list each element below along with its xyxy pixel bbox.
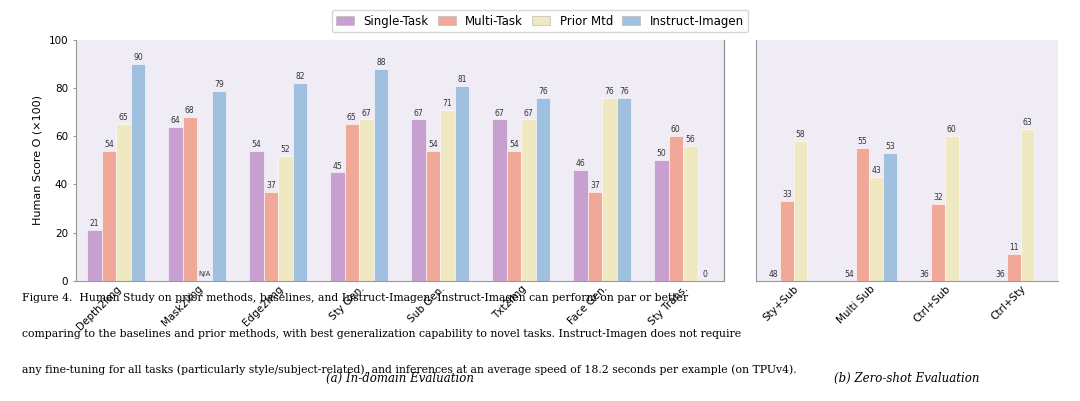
- Text: (b) Zero-shot Evaluation: (b) Zero-shot Evaluation: [835, 372, 980, 385]
- Bar: [131, 64, 145, 281]
- Bar: [780, 201, 794, 281]
- Bar: [374, 69, 388, 281]
- Text: 76: 76: [619, 87, 629, 96]
- Text: 45: 45: [333, 162, 342, 170]
- Bar: [264, 192, 278, 281]
- Text: 37: 37: [266, 181, 275, 190]
- Text: 36: 36: [920, 270, 930, 279]
- Bar: [536, 98, 550, 281]
- Text: Figure 4.  Human Study on prior methods, baselines, and Instruct-Imagen. Instruc: Figure 4. Human Study on prior methods, …: [22, 293, 688, 303]
- Text: 71: 71: [443, 99, 453, 108]
- Text: 58: 58: [796, 130, 806, 139]
- Bar: [507, 151, 521, 281]
- Y-axis label: Human Score O (×100): Human Score O (×100): [32, 95, 43, 225]
- Text: comparing to the baselines and prior methods, with best generalization capabilit: comparing to the baselines and prior met…: [22, 329, 741, 339]
- Bar: [653, 160, 669, 281]
- Text: (a) In-domain Evaluation: (a) In-domain Evaluation: [325, 372, 474, 385]
- Text: 82: 82: [295, 73, 305, 81]
- Text: 65: 65: [119, 113, 129, 122]
- Text: 32: 32: [933, 193, 943, 202]
- Text: 68: 68: [185, 106, 194, 115]
- Text: any fine-tuning for all tasks (particularly style/subject-related), and inferenc: any fine-tuning for all tasks (particula…: [22, 365, 796, 375]
- Bar: [931, 204, 945, 281]
- Bar: [669, 136, 683, 281]
- Bar: [869, 177, 883, 281]
- Bar: [426, 151, 441, 281]
- Text: 55: 55: [858, 138, 867, 146]
- Text: 50: 50: [657, 150, 666, 158]
- Text: N/A: N/A: [199, 271, 211, 277]
- Bar: [455, 86, 469, 281]
- Bar: [359, 119, 374, 281]
- Text: 76: 76: [605, 87, 615, 96]
- Bar: [248, 151, 264, 281]
- Text: 52: 52: [281, 145, 291, 154]
- Bar: [794, 141, 808, 281]
- Bar: [521, 119, 536, 281]
- Bar: [683, 146, 698, 281]
- Bar: [168, 127, 183, 281]
- Text: 48: 48: [769, 270, 779, 279]
- Text: 63: 63: [1023, 118, 1032, 127]
- Bar: [410, 119, 426, 281]
- Bar: [602, 98, 617, 281]
- Text: 0: 0: [702, 270, 707, 279]
- Text: 53: 53: [885, 142, 894, 151]
- Bar: [183, 117, 197, 281]
- Text: 11: 11: [1009, 243, 1018, 252]
- Bar: [102, 151, 117, 281]
- Text: 76: 76: [538, 87, 548, 96]
- Text: 67: 67: [414, 109, 423, 117]
- Bar: [945, 136, 959, 281]
- Bar: [440, 110, 455, 281]
- Legend: Single-Task, Multi-Task, Prior Mtd, Instruct-Imagen: Single-Task, Multi-Task, Prior Mtd, Inst…: [332, 10, 748, 32]
- Bar: [1021, 129, 1035, 281]
- Bar: [117, 124, 131, 281]
- Text: 67: 67: [495, 109, 504, 117]
- Text: 79: 79: [214, 80, 224, 89]
- Text: 90: 90: [133, 53, 143, 62]
- Text: 81: 81: [457, 75, 467, 84]
- Text: 54: 54: [104, 140, 113, 149]
- Text: 46: 46: [576, 159, 585, 168]
- Bar: [883, 153, 896, 281]
- Text: 67: 67: [362, 109, 372, 117]
- Text: 43: 43: [872, 166, 881, 175]
- Bar: [86, 230, 102, 281]
- Text: 37: 37: [590, 181, 599, 190]
- Bar: [491, 119, 507, 281]
- Bar: [345, 124, 359, 281]
- Text: 64: 64: [171, 116, 180, 125]
- Text: 88: 88: [376, 58, 386, 67]
- Bar: [329, 172, 345, 281]
- Bar: [855, 148, 869, 281]
- Bar: [617, 98, 631, 281]
- Text: 21: 21: [90, 219, 99, 228]
- Text: 67: 67: [524, 109, 534, 117]
- Text: 54: 54: [845, 270, 854, 279]
- Text: 33: 33: [782, 190, 792, 199]
- Bar: [293, 83, 307, 281]
- Bar: [278, 156, 293, 281]
- Bar: [212, 91, 226, 281]
- Text: 54: 54: [428, 140, 437, 149]
- Text: 36: 36: [996, 270, 1005, 279]
- Text: 54: 54: [252, 140, 261, 149]
- Text: 60: 60: [947, 126, 957, 134]
- Text: 65: 65: [347, 113, 356, 122]
- Bar: [588, 192, 602, 281]
- Bar: [572, 170, 588, 281]
- Text: 54: 54: [509, 140, 518, 149]
- Bar: [1007, 254, 1021, 281]
- Text: 56: 56: [686, 135, 696, 144]
- Text: 60: 60: [671, 126, 680, 134]
